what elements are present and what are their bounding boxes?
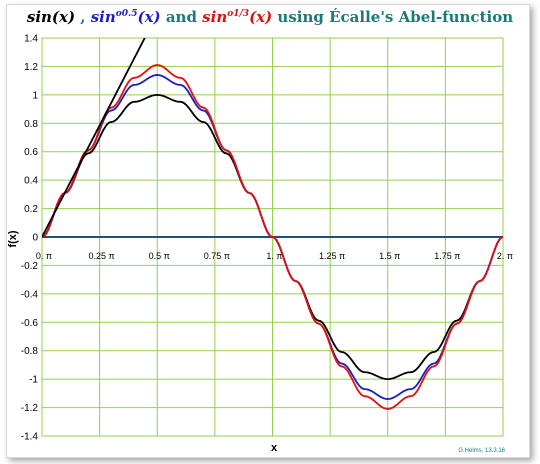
title-third-base: sin <box>202 8 228 26</box>
credit-text: G.Helms, 13.3.16 <box>458 448 505 454</box>
x-axis-label: x <box>271 442 278 454</box>
y-tick-label: 0.2 <box>24 204 38 215</box>
title-half-sup: o0.5 <box>115 9 138 19</box>
y-tick-label: -1.2 <box>21 403 39 414</box>
y-tick-label: -1 <box>29 375 38 386</box>
title-half-tail: (x) <box>137 8 161 26</box>
x-tick-label: 2. π <box>497 251 513 261</box>
y-tick-label: -0.4 <box>21 289 39 300</box>
tick-labels: 1.4 1.2 1 0.8 0.6 0.4 0.2 0 -0.2 -0.4 -0.6 -0.8 -1 -1… <box>21 34 513 443</box>
series-identity-line <box>42 38 146 238</box>
title-third-tail: (x) <box>249 8 273 26</box>
y-axis-label: f(x) <box>7 230 19 247</box>
title-rest: using Écalle's Abel-function <box>272 8 514 26</box>
y-tick-label: -1.4 <box>21 432 39 443</box>
y-tick-label: 1.2 <box>24 62 38 73</box>
x-tick-label: 1.25 π <box>319 251 345 261</box>
y-tick-label: 1 <box>32 90 38 101</box>
title-and: and <box>160 8 203 26</box>
x-tick-label: 1.75 π <box>434 251 460 261</box>
x-tick-label: 1. π <box>266 251 282 261</box>
x-tick-label: 0.5 π <box>149 251 170 261</box>
x-tick-label: 1.5 π <box>379 251 400 261</box>
y-tick-label: 1.4 <box>24 34 38 45</box>
series-sin-third-iterate <box>42 64 503 410</box>
series-lines <box>42 38 503 410</box>
y-tick-label: 0.8 <box>24 119 38 130</box>
title-sin: sin(x) <box>26 8 76 26</box>
title-third-sup: o1/3 <box>227 9 250 19</box>
x-tick-label: 0.25 π <box>89 251 115 261</box>
title-sep1: , <box>75 8 91 26</box>
y-tick-label: -0.8 <box>21 346 39 357</box>
chart-title: sin(x) , sino0.5(x) and sino1/3(x) using… <box>0 8 540 26</box>
title-half-base: sin <box>90 8 116 26</box>
grid-lines <box>41 37 504 437</box>
y-tick-label: 0.4 <box>24 176 38 187</box>
x-tick-label: 0.75 π <box>204 251 230 261</box>
x-tick-label: 0. π <box>36 251 52 261</box>
y-tick-label: -0.2 <box>21 261 39 272</box>
y-tick-label: 0.6 <box>24 147 38 158</box>
y-tick-label: 0 <box>32 233 38 244</box>
y-tick-label: -0.6 <box>21 318 39 329</box>
